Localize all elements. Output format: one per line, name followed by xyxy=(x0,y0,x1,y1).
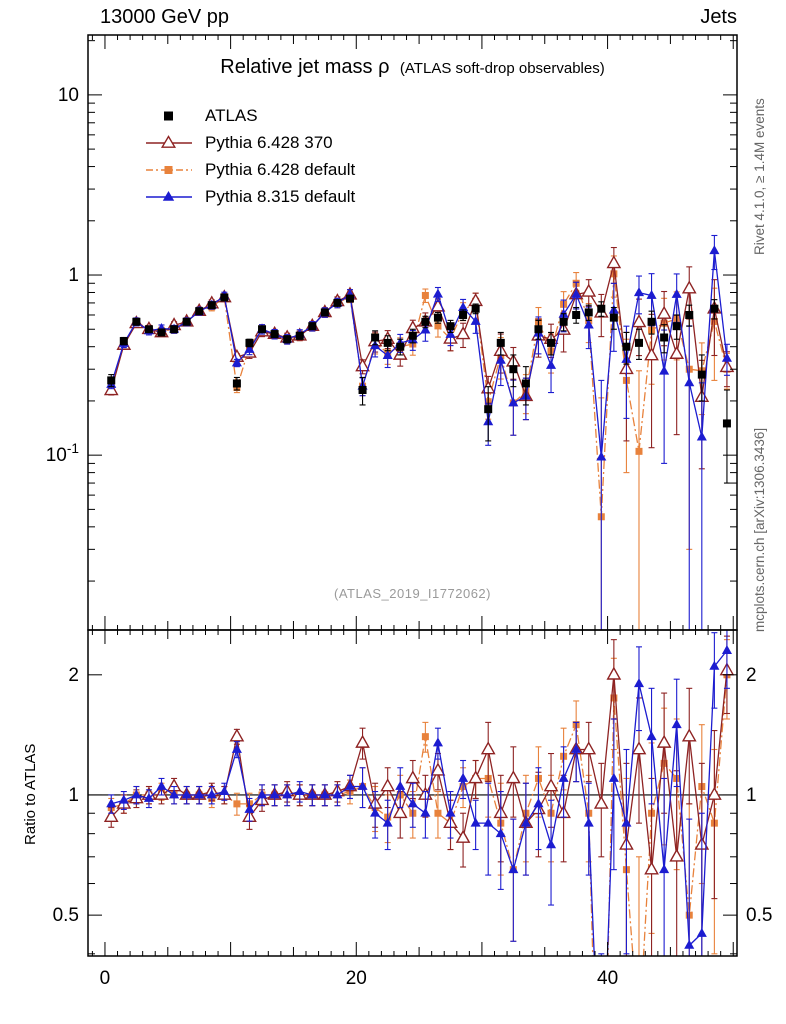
open-triangle-line-icon xyxy=(146,134,192,148)
legend: ATLAS Pythia 6.428 370 Pythia 6.428 defa… xyxy=(145,102,355,210)
svg-text:40: 40 xyxy=(597,968,618,989)
svg-text:1: 1 xyxy=(746,785,757,806)
svg-text:1: 1 xyxy=(68,265,79,286)
dashdot-square-line-icon xyxy=(146,165,192,174)
side-text-rivet-version: Rivet 4.1.0, ≥ 1.4M events xyxy=(752,98,767,255)
svg-text:0: 0 xyxy=(100,968,111,989)
svg-text:0.5: 0.5 xyxy=(53,905,79,926)
ratio-panel-frame xyxy=(87,629,738,957)
atlas-marker-icon xyxy=(164,111,173,120)
legend-item-pythia8-default: Pythia 8.315 default xyxy=(145,183,355,210)
legend-item-pythia6-370: Pythia 6.428 370 xyxy=(145,129,355,156)
svg-text:0.5: 0.5 xyxy=(746,905,772,926)
legend-item-pythia6-default: Pythia 6.428 default xyxy=(145,156,355,183)
header-process: Jets xyxy=(700,6,737,28)
plot-title-sub: (ATLAS soft-drop observables) xyxy=(399,60,605,77)
ratio-series-p8 xyxy=(106,630,732,956)
svg-text:10: 10 xyxy=(58,85,79,106)
legend-item-label: ATLAS xyxy=(205,105,258,125)
svg-text:10-1: 10-1 xyxy=(46,441,79,466)
ratio-series-p6def xyxy=(107,639,731,956)
legend-item-label: Pythia 8.315 default xyxy=(205,186,356,206)
svg-text:20: 20 xyxy=(346,968,367,989)
ratio-axis-label: Ratio to ATLAS xyxy=(22,743,39,845)
svg-text:2: 2 xyxy=(746,665,757,686)
analysis-id-watermark: (ATLAS_2019_I1772062) xyxy=(334,586,491,601)
header-beam-energy: 13000 GeV pp xyxy=(100,6,229,28)
plot-title-main: Relative jet mass ρ xyxy=(220,56,390,78)
side-text-mcplots-reference: mcplots.cern.ch [arXiv:1306.3436] xyxy=(752,427,767,632)
svg-text:2: 2 xyxy=(68,665,79,686)
svg-text:1: 1 xyxy=(68,785,79,806)
plot-title: Relative jet mass ρ (ATLAS soft-drop obs… xyxy=(88,56,737,79)
legend-item-label: Pythia 6.428 default xyxy=(205,159,356,179)
filled-triangle-line-icon xyxy=(146,190,192,201)
main-series-atlas xyxy=(107,293,731,484)
legend-item-atlas: ATLAS xyxy=(145,102,355,129)
legend-item-label: Pythia 6.428 370 xyxy=(205,132,333,152)
